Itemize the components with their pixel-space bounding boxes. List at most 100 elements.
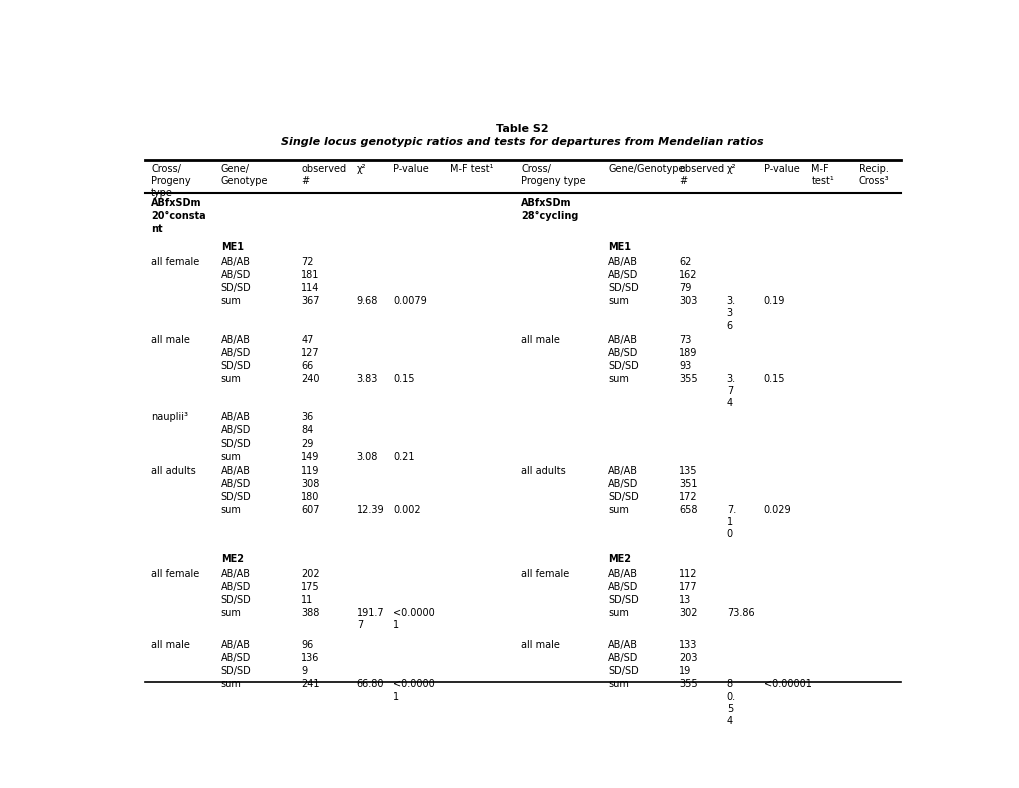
Text: 84: 84 [302, 426, 314, 436]
Text: AB/SD: AB/SD [220, 426, 251, 436]
Text: 351: 351 [679, 478, 697, 489]
Text: sum: sum [220, 679, 242, 690]
Text: 72: 72 [302, 257, 314, 266]
Text: 96: 96 [302, 640, 314, 650]
Text: 66.80: 66.80 [357, 679, 384, 690]
Text: 119: 119 [302, 466, 320, 476]
Text: 8: 8 [726, 679, 732, 690]
Text: 367: 367 [302, 296, 320, 306]
Text: SD/SD: SD/SD [220, 595, 252, 605]
Text: 0.002: 0.002 [392, 505, 420, 515]
Text: all adults: all adults [151, 466, 196, 476]
Text: P-value: P-value [392, 165, 428, 174]
Text: 1: 1 [392, 692, 398, 701]
Text: 13: 13 [679, 595, 691, 605]
Text: P-value: P-value [763, 165, 799, 174]
Text: Single locus genotypic ratios and tests for departures from Mendelian ratios: Single locus genotypic ratios and tests … [281, 137, 763, 147]
Text: 9: 9 [302, 666, 308, 676]
Text: AB/SD: AB/SD [607, 269, 638, 280]
Text: AB/SD: AB/SD [607, 582, 638, 592]
Text: sum: sum [220, 374, 242, 384]
Text: 241: 241 [302, 679, 320, 690]
Text: SD/SD: SD/SD [220, 283, 252, 293]
Text: 114: 114 [302, 283, 320, 293]
Text: 0.19: 0.19 [763, 296, 785, 306]
Text: 0.0079: 0.0079 [392, 296, 426, 306]
Text: AB/AB: AB/AB [607, 569, 638, 578]
Text: 6: 6 [726, 321, 732, 331]
Text: ME2: ME2 [220, 554, 244, 564]
Text: 3.: 3. [726, 374, 735, 384]
Text: AB/AB: AB/AB [220, 257, 251, 266]
Text: 3.08: 3.08 [357, 452, 378, 462]
Text: 355: 355 [679, 679, 697, 690]
Text: 177: 177 [679, 582, 697, 592]
Text: 28°cycling: 28°cycling [521, 211, 578, 221]
Text: all female: all female [151, 257, 200, 266]
Text: 73.86: 73.86 [726, 608, 754, 618]
Text: 127: 127 [302, 348, 320, 358]
Text: 20°consta: 20°consta [151, 211, 206, 221]
Text: AB/AB: AB/AB [607, 640, 638, 650]
Text: observed
#: observed # [302, 165, 346, 186]
Text: 149: 149 [302, 452, 320, 462]
Text: <0.00001: <0.00001 [763, 679, 811, 690]
Text: AB/AB: AB/AB [220, 640, 251, 650]
Text: χ²: χ² [357, 165, 366, 174]
Text: Table S2: Table S2 [496, 124, 548, 134]
Text: 180: 180 [302, 492, 320, 502]
Text: AB/AB: AB/AB [607, 257, 638, 266]
Text: AB/AB: AB/AB [220, 334, 251, 344]
Text: nt: nt [151, 224, 163, 234]
Text: 3: 3 [726, 308, 732, 318]
Text: ME1: ME1 [220, 242, 244, 252]
Text: AB/AB: AB/AB [220, 466, 251, 476]
Text: SD/SD: SD/SD [607, 283, 638, 293]
Text: 93: 93 [679, 361, 691, 370]
Text: all female: all female [521, 569, 569, 578]
Text: sum: sum [607, 505, 629, 515]
Text: 5: 5 [726, 704, 733, 714]
Text: 133: 133 [679, 640, 697, 650]
Text: 1: 1 [726, 517, 732, 527]
Text: ABfxSDm: ABfxSDm [151, 198, 202, 208]
Text: 0.: 0. [726, 692, 735, 701]
Text: 135: 135 [679, 466, 697, 476]
Text: Gene/
Genotype: Gene/ Genotype [220, 165, 268, 186]
Text: AB/AB: AB/AB [220, 412, 251, 422]
Text: all male: all male [151, 334, 190, 344]
Text: sum: sum [607, 608, 629, 618]
Text: 658: 658 [679, 505, 697, 515]
Text: Cross/
Progeny
type: Cross/ Progeny type [151, 165, 191, 198]
Text: M-F test¹: M-F test¹ [449, 165, 493, 174]
Text: SD/SD: SD/SD [607, 595, 638, 605]
Text: 7: 7 [357, 620, 363, 630]
Text: 0.15: 0.15 [392, 374, 414, 384]
Text: 191.7: 191.7 [357, 608, 384, 618]
Text: 136: 136 [302, 653, 320, 663]
Text: 355: 355 [679, 374, 697, 384]
Text: 4: 4 [726, 399, 732, 408]
Text: 79: 79 [679, 283, 691, 293]
Text: SD/SD: SD/SD [607, 361, 638, 370]
Text: SD/SD: SD/SD [220, 666, 252, 676]
Text: sum: sum [220, 452, 242, 462]
Text: all male: all male [151, 640, 190, 650]
Text: 0.21: 0.21 [392, 452, 414, 462]
Text: 11: 11 [302, 595, 314, 605]
Text: AB/SD: AB/SD [220, 348, 251, 358]
Text: AB/SD: AB/SD [220, 582, 251, 592]
Text: AB/SD: AB/SD [607, 653, 638, 663]
Text: 29: 29 [302, 439, 314, 448]
Text: 9.68: 9.68 [357, 296, 378, 306]
Text: 7.: 7. [726, 505, 736, 515]
Text: sum: sum [220, 505, 242, 515]
Text: 3.: 3. [726, 296, 735, 306]
Text: 607: 607 [302, 505, 320, 515]
Text: all female: all female [151, 569, 200, 578]
Text: ABfxSDm: ABfxSDm [521, 198, 571, 208]
Text: 0: 0 [726, 530, 732, 540]
Text: M-F
test¹: M-F test¹ [810, 165, 834, 186]
Text: 1: 1 [392, 620, 398, 630]
Text: SD/SD: SD/SD [220, 361, 252, 370]
